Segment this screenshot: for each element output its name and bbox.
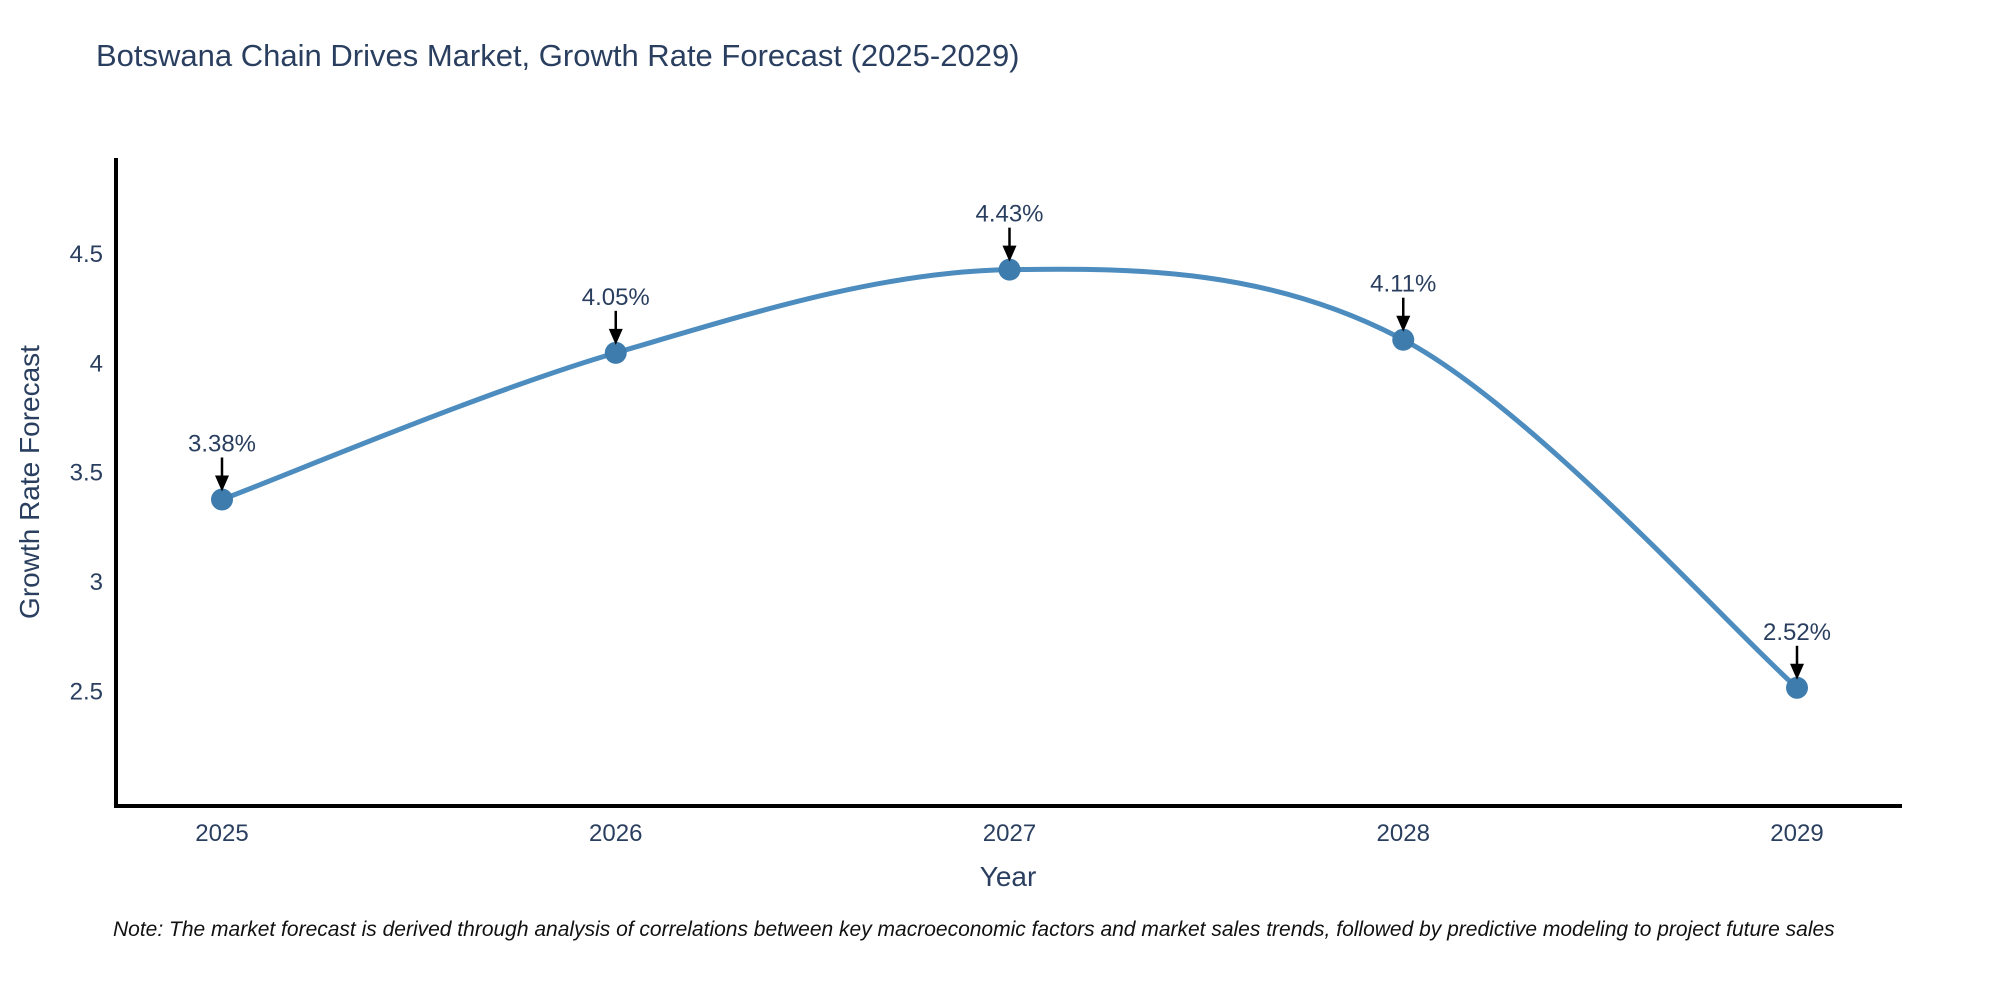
data-point-2025 [211, 488, 233, 511]
data-point-2027 [998, 258, 1021, 281]
y-tick-2.5: 2.5 [70, 679, 103, 706]
annotation-arrow-head-2027 [1002, 245, 1017, 262]
x-tick-2028: 2028 [1377, 820, 1430, 847]
y-axis-spine [114, 158, 118, 808]
x-tick-2025: 2025 [195, 820, 248, 847]
y-tick-4.5: 4.5 [70, 241, 103, 268]
data-point-2029 [1786, 676, 1808, 699]
data-label-2028: 4.11% [1370, 271, 1436, 298]
forecast-line [219, 266, 1800, 691]
data-label-2026: 4.05% [582, 284, 650, 311]
annotation-arrow-head-2029 [1790, 663, 1804, 680]
annotation-arrow-head-2028 [1396, 315, 1411, 332]
footnote: Note: The market forecast is derived thr… [113, 918, 1835, 941]
data-point-2026 [604, 341, 627, 364]
y-tick-4: 4 [90, 350, 103, 377]
x-axis-spine [114, 804, 1902, 808]
annotation-arrow-head-2025 [215, 475, 229, 492]
chart-title: Botswana Chain Drives Market, Growth Rat… [96, 38, 1020, 73]
x-tick-2027: 2027 [983, 820, 1036, 847]
annotation-arrow-head-2026 [608, 328, 623, 345]
data-label-2029: 2.52% [1763, 619, 1831, 646]
data-point-2028 [1392, 328, 1415, 351]
data-label-2027: 4.43% [975, 201, 1043, 228]
x-tick-2026: 2026 [589, 820, 642, 847]
x-axis-title: Year [979, 861, 1037, 892]
data-label-2025: 3.38% [188, 431, 256, 458]
x-tick-2029: 2029 [1770, 820, 1823, 847]
y-tick-3.5: 3.5 [70, 460, 103, 487]
y-tick-3: 3 [90, 569, 103, 596]
